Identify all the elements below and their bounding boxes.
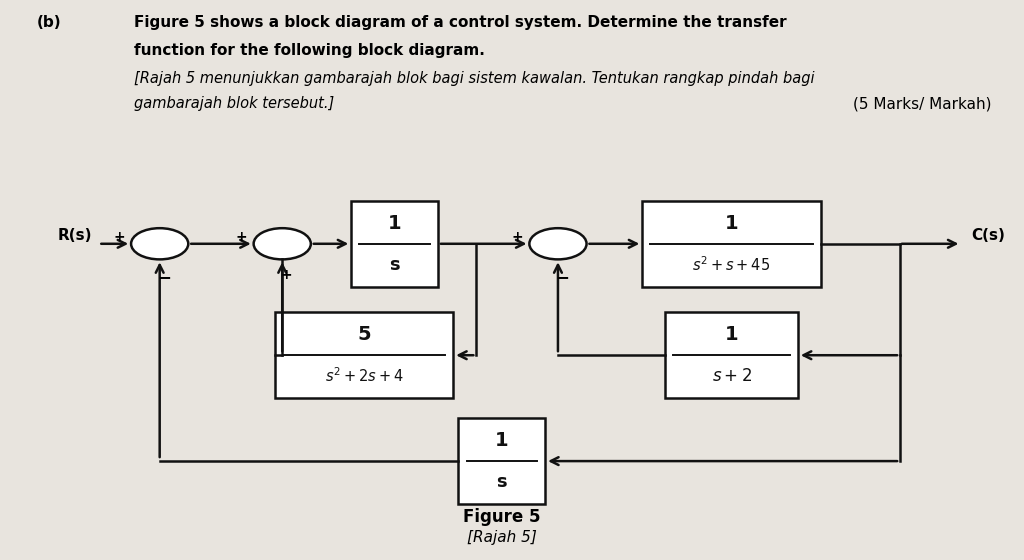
- Text: +: +: [236, 230, 247, 244]
- FancyBboxPatch shape: [459, 418, 545, 505]
- Text: [Rajah 5]: [Rajah 5]: [467, 530, 537, 545]
- Text: $s+2$: $s+2$: [712, 367, 752, 385]
- Text: s: s: [389, 255, 399, 273]
- FancyBboxPatch shape: [351, 200, 438, 287]
- Text: $s^2+2s+4$: $s^2+2s+4$: [325, 367, 403, 385]
- Circle shape: [254, 228, 311, 259]
- Text: 5: 5: [357, 325, 371, 344]
- Text: +: +: [113, 230, 125, 244]
- Circle shape: [529, 228, 587, 259]
- Text: C(s): C(s): [972, 228, 1006, 243]
- FancyBboxPatch shape: [642, 200, 821, 287]
- Text: (b): (b): [37, 15, 61, 30]
- Circle shape: [131, 228, 188, 259]
- Text: (5 Marks/ Markah): (5 Marks/ Markah): [853, 96, 992, 111]
- Text: function for the following block diagram.: function for the following block diagram…: [134, 43, 485, 58]
- Text: 1: 1: [725, 325, 738, 344]
- Text: −: −: [157, 268, 171, 286]
- Text: 1: 1: [388, 213, 401, 232]
- Text: Figure 5: Figure 5: [463, 508, 541, 526]
- Text: −: −: [555, 268, 569, 286]
- Text: +: +: [511, 230, 523, 244]
- Text: $s^2+s+45$: $s^2+s+45$: [692, 255, 771, 274]
- FancyBboxPatch shape: [274, 312, 454, 398]
- FancyBboxPatch shape: [666, 312, 798, 398]
- Text: R(s): R(s): [57, 228, 92, 243]
- Text: [Rajah 5 menunjukkan gambarajah blok bagi sistem kawalan. Tentukan rangkap pinda: [Rajah 5 menunjukkan gambarajah blok bag…: [134, 71, 815, 86]
- Text: s: s: [497, 473, 507, 491]
- Text: gambarajah blok tersebut.]: gambarajah blok tersebut.]: [134, 96, 335, 111]
- Text: 1: 1: [495, 431, 509, 450]
- Text: Figure 5 shows a block diagram of a control system. Determine the transfer: Figure 5 shows a block diagram of a cont…: [134, 15, 786, 30]
- Text: 1: 1: [725, 213, 738, 232]
- Text: +: +: [281, 268, 292, 282]
